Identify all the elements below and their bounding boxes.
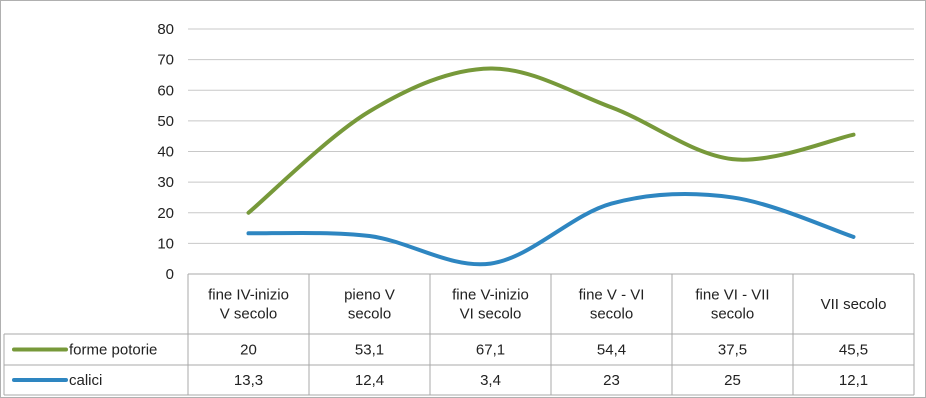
series-line-1	[246, 192, 856, 267]
table-value-cell: 23	[603, 372, 620, 389]
y-tick-label: 10	[157, 235, 174, 252]
y-tick-label: 70	[157, 52, 174, 69]
category-label: VI secolo	[460, 306, 522, 323]
category-label: fine V-inizio	[452, 287, 529, 304]
category-label: fine IV-inizio	[208, 287, 289, 304]
table-value-cell: 53,1	[355, 342, 384, 359]
y-tick-label: 80	[157, 21, 174, 38]
table-value-cell: 45,5	[839, 342, 868, 359]
y-tick-label: 50	[157, 113, 174, 130]
legend-label: forme potorie	[69, 342, 157, 359]
table-value-cell: 67,1	[476, 342, 505, 359]
table-value-cell: 3,4	[480, 372, 501, 389]
category-label: fine VI - VII	[695, 287, 769, 304]
table-value-cell: 20	[240, 342, 257, 359]
y-tick-label: 60	[157, 82, 174, 99]
category-label: pieno V	[344, 287, 395, 304]
y-tick-label: 40	[157, 144, 174, 161]
category-label: secolo	[348, 306, 391, 323]
table-value-cell: 37,5	[718, 342, 747, 359]
category-label: V secolo	[220, 306, 278, 323]
data-table: fine IV-inizio V secolo pieno V secolo fine …	[3, 273, 915, 396]
category-label: secolo	[711, 306, 754, 323]
category-label: secolo	[590, 306, 633, 323]
y-axis-tick-labels: 0 10 20 30 40 50 60 70 80	[157, 21, 174, 283]
series-lines	[246, 66, 856, 267]
series-line-0	[246, 66, 856, 215]
table-value-cell: 12,1	[839, 372, 868, 389]
y-tick-label: 30	[157, 174, 174, 191]
category-label: VII secolo	[821, 296, 887, 313]
table-value-cell: 12,4	[355, 372, 384, 389]
y-tick-label: 20	[157, 205, 174, 222]
y-tick-label: 0	[166, 266, 174, 283]
category-label: fine V - VI	[579, 287, 645, 304]
table-value-cell: 25	[724, 372, 741, 389]
table-value-cell: 54,4	[597, 342, 626, 359]
legend-label: calici	[69, 372, 102, 389]
table-value-cell: 13,3	[234, 372, 263, 389]
